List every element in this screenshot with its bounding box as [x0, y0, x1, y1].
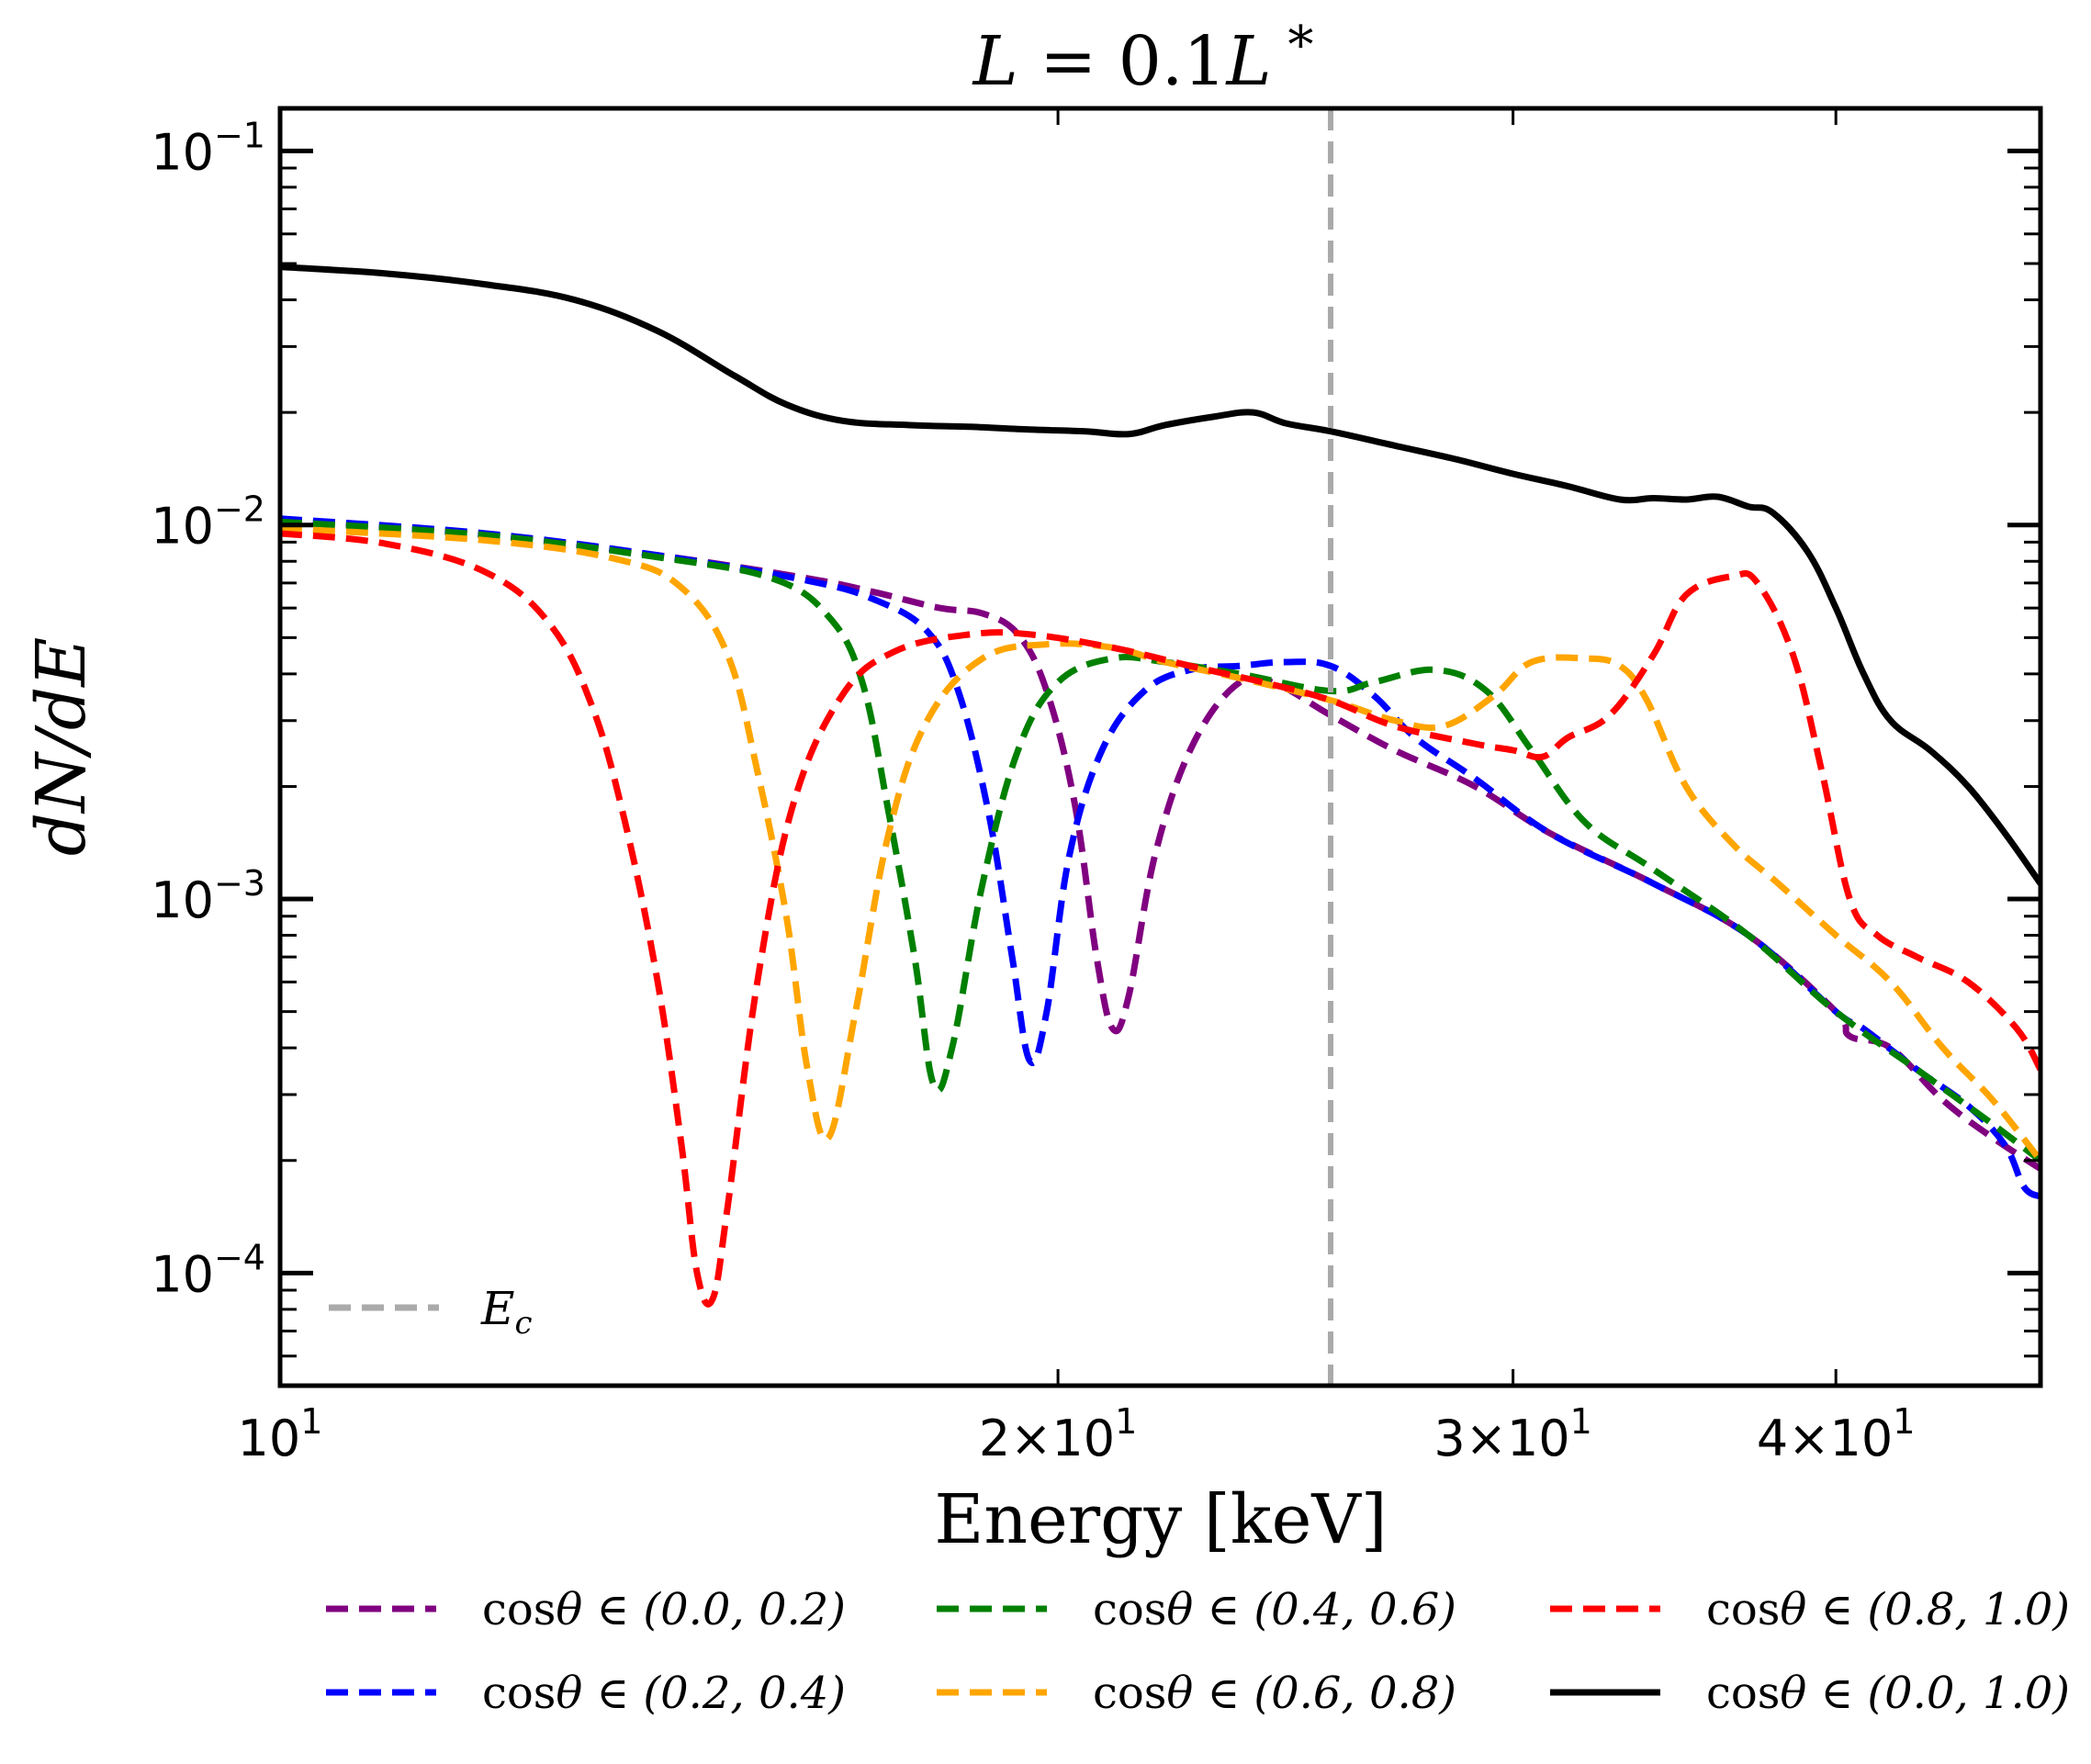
x-tick-label: 4×101: [1757, 1401, 1916, 1467]
legend-label-1: cosθ ∈ (0.0, 0.2): [482, 1584, 846, 1635]
legend: cosθ ∈ (0.0, 0.2) cosθ ∈ (0.2, 0.4) cosθ ∈…: [326, 1584, 2070, 1719]
inner-legend-label: Ec: [480, 1282, 533, 1342]
chart-title: L = 0.1L *: [972, 16, 1314, 101]
series-line-3: [280, 518, 2040, 1163]
series-line-4: [280, 524, 2040, 1163]
legend-label-5: cosθ ∈ (0.8, 1.0): [1706, 1584, 2070, 1635]
legend-label-6: cosθ ∈ (0.0, 1.0): [1706, 1668, 2070, 1719]
y-tick-label: 10−3: [151, 863, 265, 929]
legend-label-2: cosθ ∈ (0.2, 0.4): [482, 1668, 846, 1719]
y-tick-label: 10−2: [151, 489, 265, 556]
series-line-5: [280, 530, 2040, 1308]
y-axis-label: dN/dE: [22, 637, 101, 856]
y-tick-label: 10−4: [151, 1237, 265, 1303]
legend-label-3: cosθ ∈ (0.4, 0.6): [1093, 1584, 1456, 1635]
series-line-6: [280, 264, 2040, 886]
x-tick-label: 101: [238, 1401, 323, 1467]
x-tick-label: 2×101: [979, 1401, 1138, 1467]
tick-layer: [277, 108, 2040, 1386]
tick-labels: 10−1 10−2 10−3 10−4 101 2×101 3×101 4×101: [151, 115, 1915, 1467]
legend-label-4: cosθ ∈ (0.6, 0.8): [1093, 1668, 1456, 1719]
x-tick-label: 3×101: [1433, 1401, 1592, 1467]
x-axis-label: Energy [keV]: [934, 1480, 1387, 1559]
y-tick-label: 10−1: [151, 115, 265, 181]
inner-legend: Ec: [329, 1282, 533, 1342]
series-layer: [280, 264, 2040, 1308]
plot-frame: [277, 106, 2043, 1388]
